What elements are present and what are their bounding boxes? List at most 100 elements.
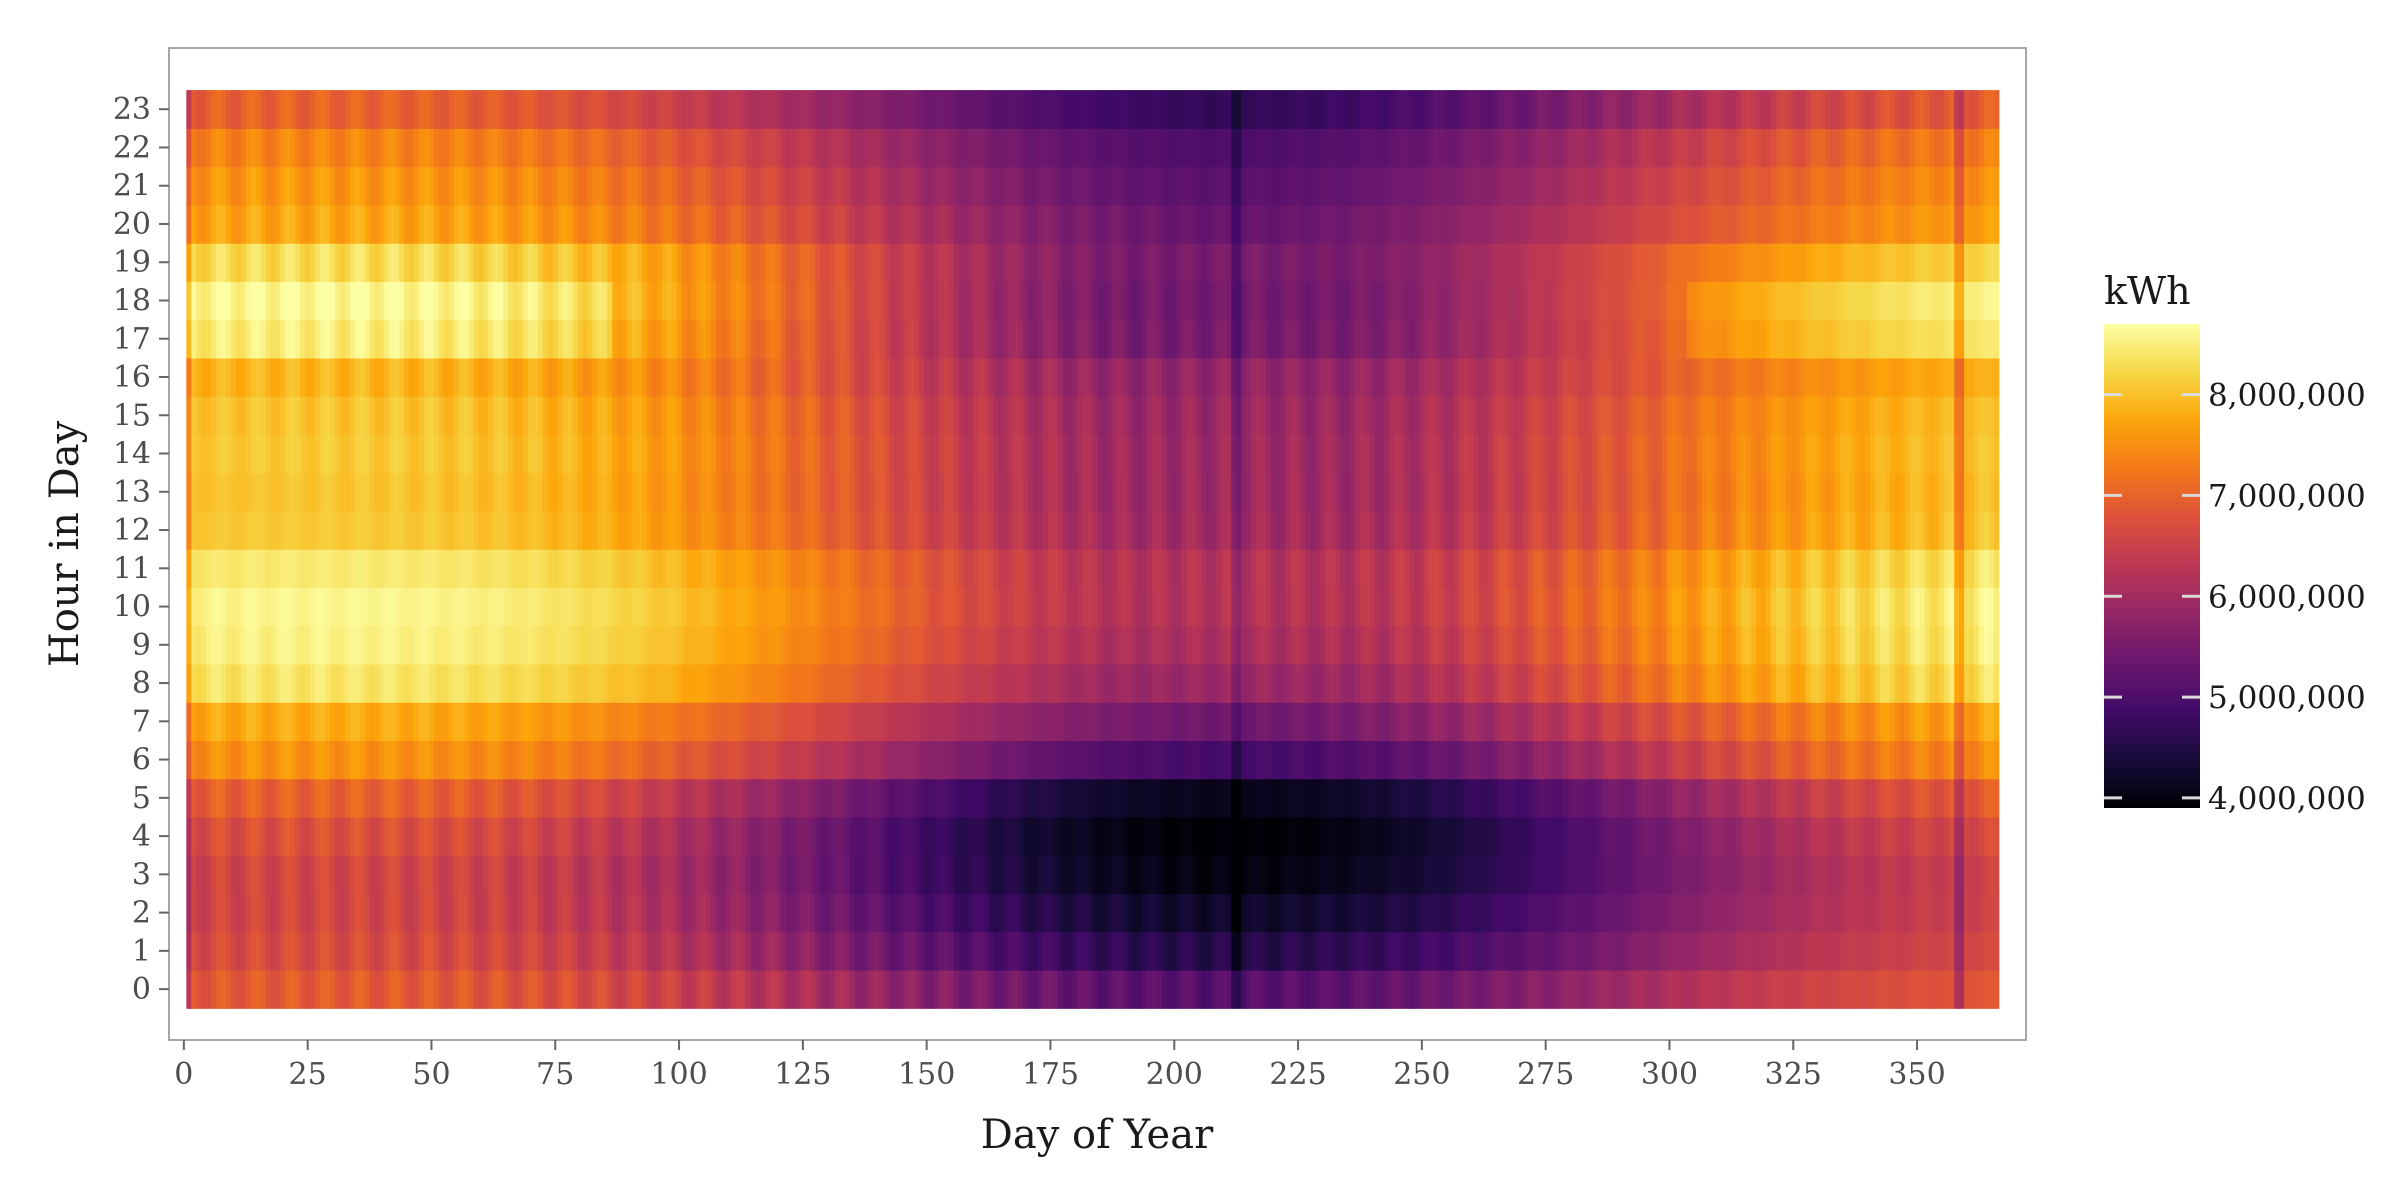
heatmap-cell — [1132, 319, 1138, 359]
heatmap-cell — [909, 396, 915, 435]
heatmap-cell — [280, 396, 286, 435]
heatmap-cell — [943, 663, 950, 703]
heatmap-cell — [929, 319, 935, 359]
heatmap-cell — [696, 855, 702, 895]
heatmap-cell — [463, 740, 470, 780]
heatmap-cell — [973, 281, 980, 321]
heatmap-cell — [1117, 357, 1123, 397]
heatmap-cell — [731, 816, 737, 856]
heatmap-cell — [1013, 855, 1019, 895]
heatmap-cell — [1062, 587, 1069, 627]
heatmap-cell — [255, 969, 262, 1009]
heatmap-cell — [315, 319, 321, 359]
heatmap-cell — [354, 396, 361, 435]
heatmap-cell — [300, 969, 306, 1009]
heatmap-cell — [1147, 319, 1153, 359]
heatmap-cell — [830, 396, 836, 435]
heatmap-cell — [532, 587, 539, 627]
heatmap-cell — [1052, 510, 1059, 550]
heatmap-cell — [775, 855, 782, 895]
heatmap-cell — [1028, 663, 1034, 703]
heatmap-cell — [211, 931, 217, 971]
heatmap-cell — [617, 778, 623, 818]
heatmap-cell — [953, 663, 960, 703]
heatmap-cell — [1161, 204, 1168, 244]
heatmap-cell — [641, 625, 648, 665]
heatmap-cell — [1052, 931, 1059, 971]
heatmap-cell — [577, 855, 584, 895]
heatmap-cell — [1127, 893, 1133, 933]
heatmap-cell — [265, 893, 272, 933]
heatmap-cell — [963, 166, 970, 206]
heatmap-cell — [1087, 893, 1094, 933]
heatmap-cell — [899, 128, 905, 168]
heatmap-cell — [409, 204, 415, 244]
heatmap-cell — [240, 510, 247, 550]
heatmap-cell — [265, 243, 272, 282]
heatmap-cell — [493, 204, 499, 244]
heatmap-cell — [840, 243, 846, 282]
heatmap-cell — [532, 472, 539, 512]
heatmap-cell — [1067, 778, 1074, 818]
heatmap-cell — [884, 816, 891, 856]
heatmap-cell — [934, 625, 940, 665]
heatmap-cell — [958, 702, 965, 742]
heatmap-cell — [1112, 243, 1118, 282]
heatmap-cell — [815, 549, 821, 589]
heatmap-cell — [230, 855, 237, 895]
heatmap-cell — [1211, 893, 1217, 933]
heatmap-cell — [250, 472, 257, 512]
heatmap-cell — [255, 166, 262, 206]
heatmap-cell — [1122, 778, 1128, 818]
heatmap-cell — [983, 663, 990, 703]
heatmap-cell — [983, 549, 990, 589]
heatmap-cell — [498, 549, 504, 589]
heatmap-cell — [745, 90, 752, 129]
heatmap-cell — [295, 128, 301, 168]
heatmap-cell — [458, 778, 465, 818]
heatmap-cell — [760, 319, 767, 359]
heatmap-cell — [998, 510, 1005, 550]
heatmap-cell — [518, 472, 524, 512]
heatmap-cell — [285, 128, 291, 168]
heatmap-cell — [206, 893, 212, 933]
heatmap-cell — [800, 702, 806, 742]
heatmap-cell — [1112, 740, 1118, 780]
heatmap-cell — [622, 549, 628, 589]
heatmap-cell — [716, 396, 722, 435]
heatmap-cell — [919, 128, 925, 168]
heatmap-cell — [320, 816, 326, 856]
heatmap-cell — [1142, 90, 1148, 129]
heatmap-cell — [1161, 778, 1168, 818]
heatmap-cell — [1156, 510, 1163, 550]
heatmap-cell — [914, 128, 920, 168]
heatmap-cell — [339, 319, 346, 359]
heatmap-cell — [433, 893, 440, 933]
heatmap-cell — [800, 166, 806, 206]
heatmap-cell — [1023, 434, 1029, 474]
heatmap-cell — [424, 969, 430, 1009]
heatmap-cell — [755, 90, 762, 129]
heatmap-cell — [840, 510, 846, 550]
heatmap-cell — [854, 243, 861, 282]
heatmap-cell — [409, 281, 415, 321]
heatmap-cell — [260, 587, 267, 627]
heatmap-cell — [344, 587, 351, 627]
heatmap-cell — [1151, 319, 1158, 359]
heatmap-cell — [567, 969, 574, 1009]
heatmap-cell — [706, 931, 712, 971]
heatmap-cell — [349, 319, 356, 359]
heatmap-cell — [394, 357, 400, 397]
heatmap-cell — [1072, 281, 1079, 321]
heatmap-cell — [1077, 740, 1084, 780]
heatmap-cell — [320, 740, 326, 780]
heatmap-cell — [651, 663, 658, 703]
heatmap-cell — [602, 319, 608, 359]
heatmap-cell — [379, 778, 386, 818]
heatmap-cell — [795, 319, 801, 359]
heatmap-cell — [1156, 816, 1163, 856]
heatmap-cell — [255, 740, 262, 780]
heatmap-cell — [750, 549, 757, 589]
heatmap-cell — [889, 816, 896, 856]
heatmap-cell — [1147, 969, 1153, 1009]
